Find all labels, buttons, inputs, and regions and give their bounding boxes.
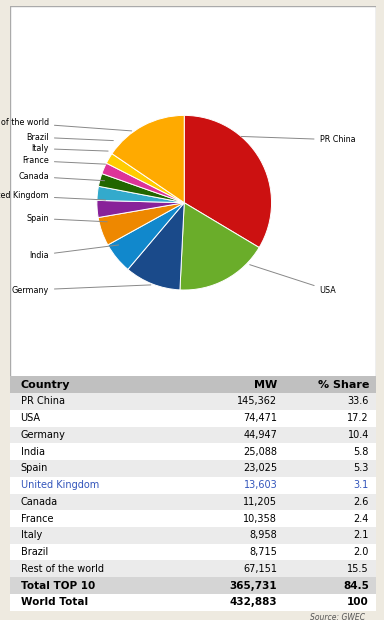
Text: 5.8: 5.8 bbox=[354, 446, 369, 457]
Bar bbox=[10, 577, 376, 594]
Text: PR China: PR China bbox=[241, 135, 355, 144]
Wedge shape bbox=[108, 203, 184, 270]
Text: India: India bbox=[29, 245, 119, 260]
Text: Italy: Italy bbox=[31, 144, 108, 153]
Bar bbox=[10, 427, 376, 443]
Text: TOP 10 CUMULATIVE CAPACITY DEC 2015: TOP 10 CUMULATIVE CAPACITY DEC 2015 bbox=[68, 20, 318, 30]
Wedge shape bbox=[102, 163, 184, 203]
Text: PR China: PR China bbox=[21, 396, 65, 407]
Text: Canada: Canada bbox=[18, 172, 104, 181]
Text: 100: 100 bbox=[347, 597, 369, 608]
Text: France: France bbox=[21, 513, 53, 524]
Bar bbox=[10, 443, 376, 460]
Text: India: India bbox=[21, 446, 45, 457]
Text: Canada: Canada bbox=[21, 497, 58, 507]
Text: World Total: World Total bbox=[21, 597, 88, 608]
Text: % Share: % Share bbox=[318, 379, 369, 390]
Text: Source: GWEC: Source: GWEC bbox=[310, 613, 365, 620]
Wedge shape bbox=[98, 174, 184, 203]
Wedge shape bbox=[97, 200, 184, 218]
Bar bbox=[10, 410, 376, 427]
Wedge shape bbox=[98, 203, 184, 245]
Text: Rest of the world: Rest of the world bbox=[21, 564, 104, 574]
Bar bbox=[10, 393, 376, 410]
Text: 2.1: 2.1 bbox=[354, 530, 369, 541]
Bar bbox=[10, 560, 376, 577]
Text: 17.2: 17.2 bbox=[348, 413, 369, 423]
Text: 2.6: 2.6 bbox=[354, 497, 369, 507]
Text: Italy: Italy bbox=[21, 530, 42, 541]
Text: United Kingdom: United Kingdom bbox=[21, 480, 99, 490]
Wedge shape bbox=[180, 203, 259, 290]
Text: 3.1: 3.1 bbox=[354, 480, 369, 490]
Text: 8,715: 8,715 bbox=[250, 547, 277, 557]
Text: 67,151: 67,151 bbox=[243, 564, 277, 574]
Text: 74,471: 74,471 bbox=[243, 413, 277, 423]
Text: 15.5: 15.5 bbox=[348, 564, 369, 574]
Bar bbox=[10, 460, 376, 477]
Text: 10.4: 10.4 bbox=[348, 430, 369, 440]
Wedge shape bbox=[112, 115, 184, 203]
Text: Rest of the world: Rest of the world bbox=[0, 118, 132, 131]
Text: Spain: Spain bbox=[21, 463, 48, 474]
Text: United Kingdom: United Kingdom bbox=[0, 191, 106, 200]
Text: 23,025: 23,025 bbox=[243, 463, 277, 474]
Text: 13,603: 13,603 bbox=[243, 480, 277, 490]
Text: Country: Country bbox=[21, 379, 70, 390]
Text: 5.3: 5.3 bbox=[354, 463, 369, 474]
Text: Spain: Spain bbox=[26, 214, 107, 223]
Bar bbox=[10, 477, 376, 494]
Text: 10,358: 10,358 bbox=[243, 513, 277, 524]
Bar bbox=[10, 510, 376, 527]
Text: 8,958: 8,958 bbox=[250, 530, 277, 541]
Text: Brazil: Brazil bbox=[26, 133, 113, 142]
Wedge shape bbox=[97, 186, 184, 203]
Wedge shape bbox=[106, 154, 184, 203]
Text: 365,731: 365,731 bbox=[230, 580, 277, 591]
Text: France: France bbox=[22, 156, 106, 166]
Text: USA: USA bbox=[21, 413, 41, 423]
Wedge shape bbox=[128, 203, 184, 290]
Bar bbox=[10, 594, 376, 611]
Text: 25,088: 25,088 bbox=[243, 446, 277, 457]
Text: 84.5: 84.5 bbox=[343, 580, 369, 591]
Text: 145,362: 145,362 bbox=[237, 396, 277, 407]
Wedge shape bbox=[184, 115, 271, 247]
Text: Germany: Germany bbox=[21, 430, 66, 440]
Text: 432,883: 432,883 bbox=[230, 597, 277, 608]
Text: Total TOP 10: Total TOP 10 bbox=[21, 580, 95, 591]
Text: Brazil: Brazil bbox=[21, 547, 48, 557]
Text: 33.6: 33.6 bbox=[348, 396, 369, 407]
Text: Germany: Germany bbox=[12, 285, 151, 294]
Text: MW: MW bbox=[254, 379, 277, 390]
Bar bbox=[10, 527, 376, 544]
Text: 2.0: 2.0 bbox=[354, 547, 369, 557]
Bar bbox=[10, 494, 376, 510]
Bar bbox=[10, 544, 376, 560]
Text: 2.4: 2.4 bbox=[354, 513, 369, 524]
Bar bbox=[10, 376, 376, 393]
Text: 44,947: 44,947 bbox=[243, 430, 277, 440]
Text: 11,205: 11,205 bbox=[243, 497, 277, 507]
Text: USA: USA bbox=[250, 265, 336, 294]
